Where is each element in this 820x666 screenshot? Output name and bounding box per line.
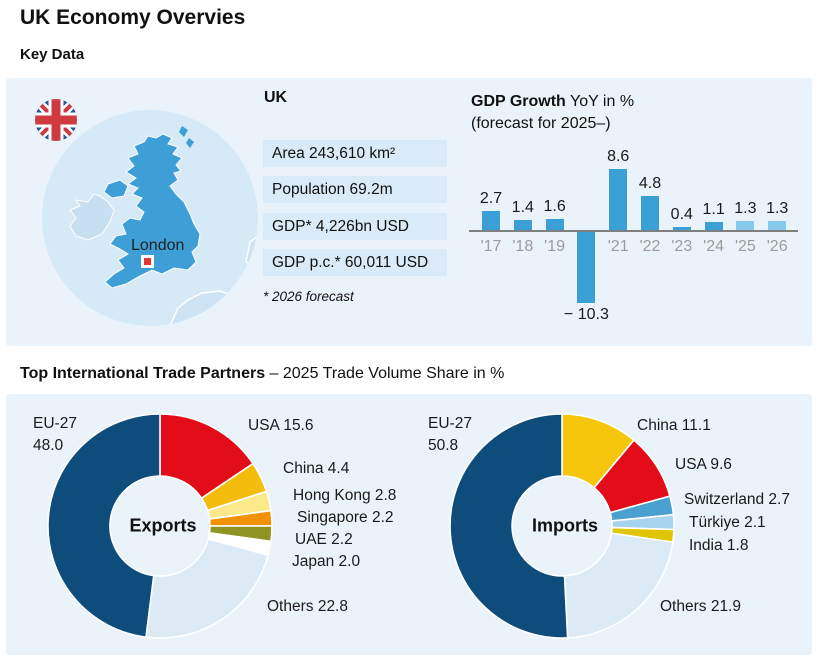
- donut-slice-eu-27: [47, 413, 161, 639]
- gdp-value-label: 1.3: [734, 199, 757, 217]
- imports-china-label: China 11.1: [637, 417, 711, 434]
- gdp-chart-subtitle: (forecast for 2025–): [471, 115, 611, 132]
- gdp-chart-title-bold: GDP Growth: [471, 93, 566, 110]
- gdp-bar-22: [641, 195, 659, 230]
- gdp-chart-title-rest: YoY in %: [565, 93, 635, 110]
- exports-singapore-label: Singapore 2.2: [297, 509, 394, 526]
- gdp-chart-title: GDP Growth YoY in % (forecast for 2025–): [471, 91, 634, 135]
- imports-others-label: Others 21.9: [660, 598, 741, 615]
- donut-slice-others: [145, 538, 270, 639]
- exports-japan-label: Japan 2.0: [292, 553, 361, 570]
- imports-switzerland-label: Switzerland 2.7: [684, 491, 790, 508]
- gdp-value-label: 1.4: [511, 199, 534, 217]
- section-trade-partners: Top International Trade Partners – 2025 …: [20, 365, 504, 383]
- map-great-britain-shape: [104, 133, 201, 289]
- gdp-value-label: 0.4: [670, 206, 693, 224]
- gdp-year-tick: '21: [607, 238, 629, 255]
- page-title: UK Economy Overvies: [20, 6, 246, 29]
- gdp-year-tick: '24: [703, 238, 725, 255]
- gdp-bar-chart: 2.7 '17 1.4 '18 1.6 '19 − 10.3 8.6 '21 4.8 '22 0.4 '…: [6, 78, 812, 346]
- gdp-value-label: − 10.3: [563, 306, 609, 324]
- forecast-footnote: * 2026 forecast: [263, 289, 354, 304]
- map-ireland-shape: [69, 193, 115, 241]
- imports-india-label: India 1.8: [689, 537, 749, 554]
- uk-flag-icon: [35, 99, 77, 141]
- gdp-year-tick: '19: [544, 238, 566, 255]
- london-label: London: [131, 237, 185, 254]
- gdp-bar-25: [736, 220, 755, 230]
- x-axis-line: [469, 230, 798, 232]
- gdp-value-label: 1.3: [766, 199, 789, 217]
- gdp-bar-18: [513, 220, 532, 230]
- gdp-bar-20: [577, 230, 596, 304]
- country-heading: UK: [264, 89, 288, 106]
- exports-center-label: Exports: [129, 515, 197, 536]
- trade-heading-rest: – 2025 Trade Volume Share in %: [265, 365, 505, 382]
- map-northern-ireland-shape: [103, 179, 129, 199]
- stat-gdp-per-capita: GDP p.c.* 60,011 USD: [263, 249, 447, 276]
- gdp-value-label: 4.8: [638, 174, 662, 192]
- exports-usa-label: USA 15.6: [248, 417, 314, 434]
- stat-gdp: GDP* 4,226bn USD: [263, 213, 447, 240]
- key-data-panel: London UK Area 243,610 km² Population 69…: [6, 78, 812, 346]
- gdp-value-label: 1.1: [702, 201, 725, 219]
- london-marker-icon: [141, 255, 154, 268]
- gdp-year-tick: '17: [480, 238, 502, 255]
- gdp-bar-17: [482, 210, 500, 230]
- exports-others-label: Others 22.8: [267, 598, 348, 615]
- section-key-data: Key Data: [20, 46, 85, 63]
- trade-panel: Exports Imports EU-27 48.0 USA 15.6 China…: [6, 394, 812, 655]
- gdp-bar-21: [609, 168, 628, 230]
- uk-map: [42, 110, 258, 326]
- exports-eu-label: EU-27 48.0: [33, 415, 77, 454]
- exports-donut-chart: [47, 413, 273, 639]
- imports-turkiye-label: Türkiye 2.1: [689, 514, 766, 531]
- map-shetland-shape: [179, 126, 194, 148]
- gdp-year-tick: '22: [639, 238, 661, 255]
- gdp-year-tick: '25: [734, 238, 756, 255]
- donut-slice-others: [563, 532, 674, 639]
- gdp-value-label: 2.7: [479, 189, 503, 207]
- gdp-year-tick: '18: [512, 238, 534, 255]
- exports-uae-label: UAE 2.2: [295, 531, 353, 548]
- gdp-bar-24: [704, 222, 723, 230]
- imports-usa-label: USA 9.6: [675, 456, 732, 473]
- imports-center-label: Imports: [531, 515, 599, 536]
- gdp-bar-26: [768, 220, 787, 230]
- stat-population: Population 69.2m: [263, 176, 447, 203]
- gdp-value-label: 1.6: [543, 197, 566, 215]
- gdp-year-tick: '26: [766, 238, 788, 255]
- imports-eu-label: EU-27 50.8: [428, 415, 472, 454]
- exports-hongkong-label: Hong Kong 2.8: [293, 487, 397, 504]
- trade-heading-bold: Top International Trade Partners: [20, 365, 266, 382]
- gdp-bar-19: [545, 218, 564, 230]
- exports-china-label: China 4.4: [283, 460, 350, 477]
- gdp-year-tick: '23: [671, 238, 693, 255]
- stat-area: Area 243,610 km²: [263, 140, 447, 167]
- gdp-value-label: 8.6: [607, 147, 630, 165]
- imports-donut-chart: [449, 413, 675, 639]
- gdp-bar-23: [672, 227, 691, 230]
- donut-slice-eu-27: [449, 413, 569, 639]
